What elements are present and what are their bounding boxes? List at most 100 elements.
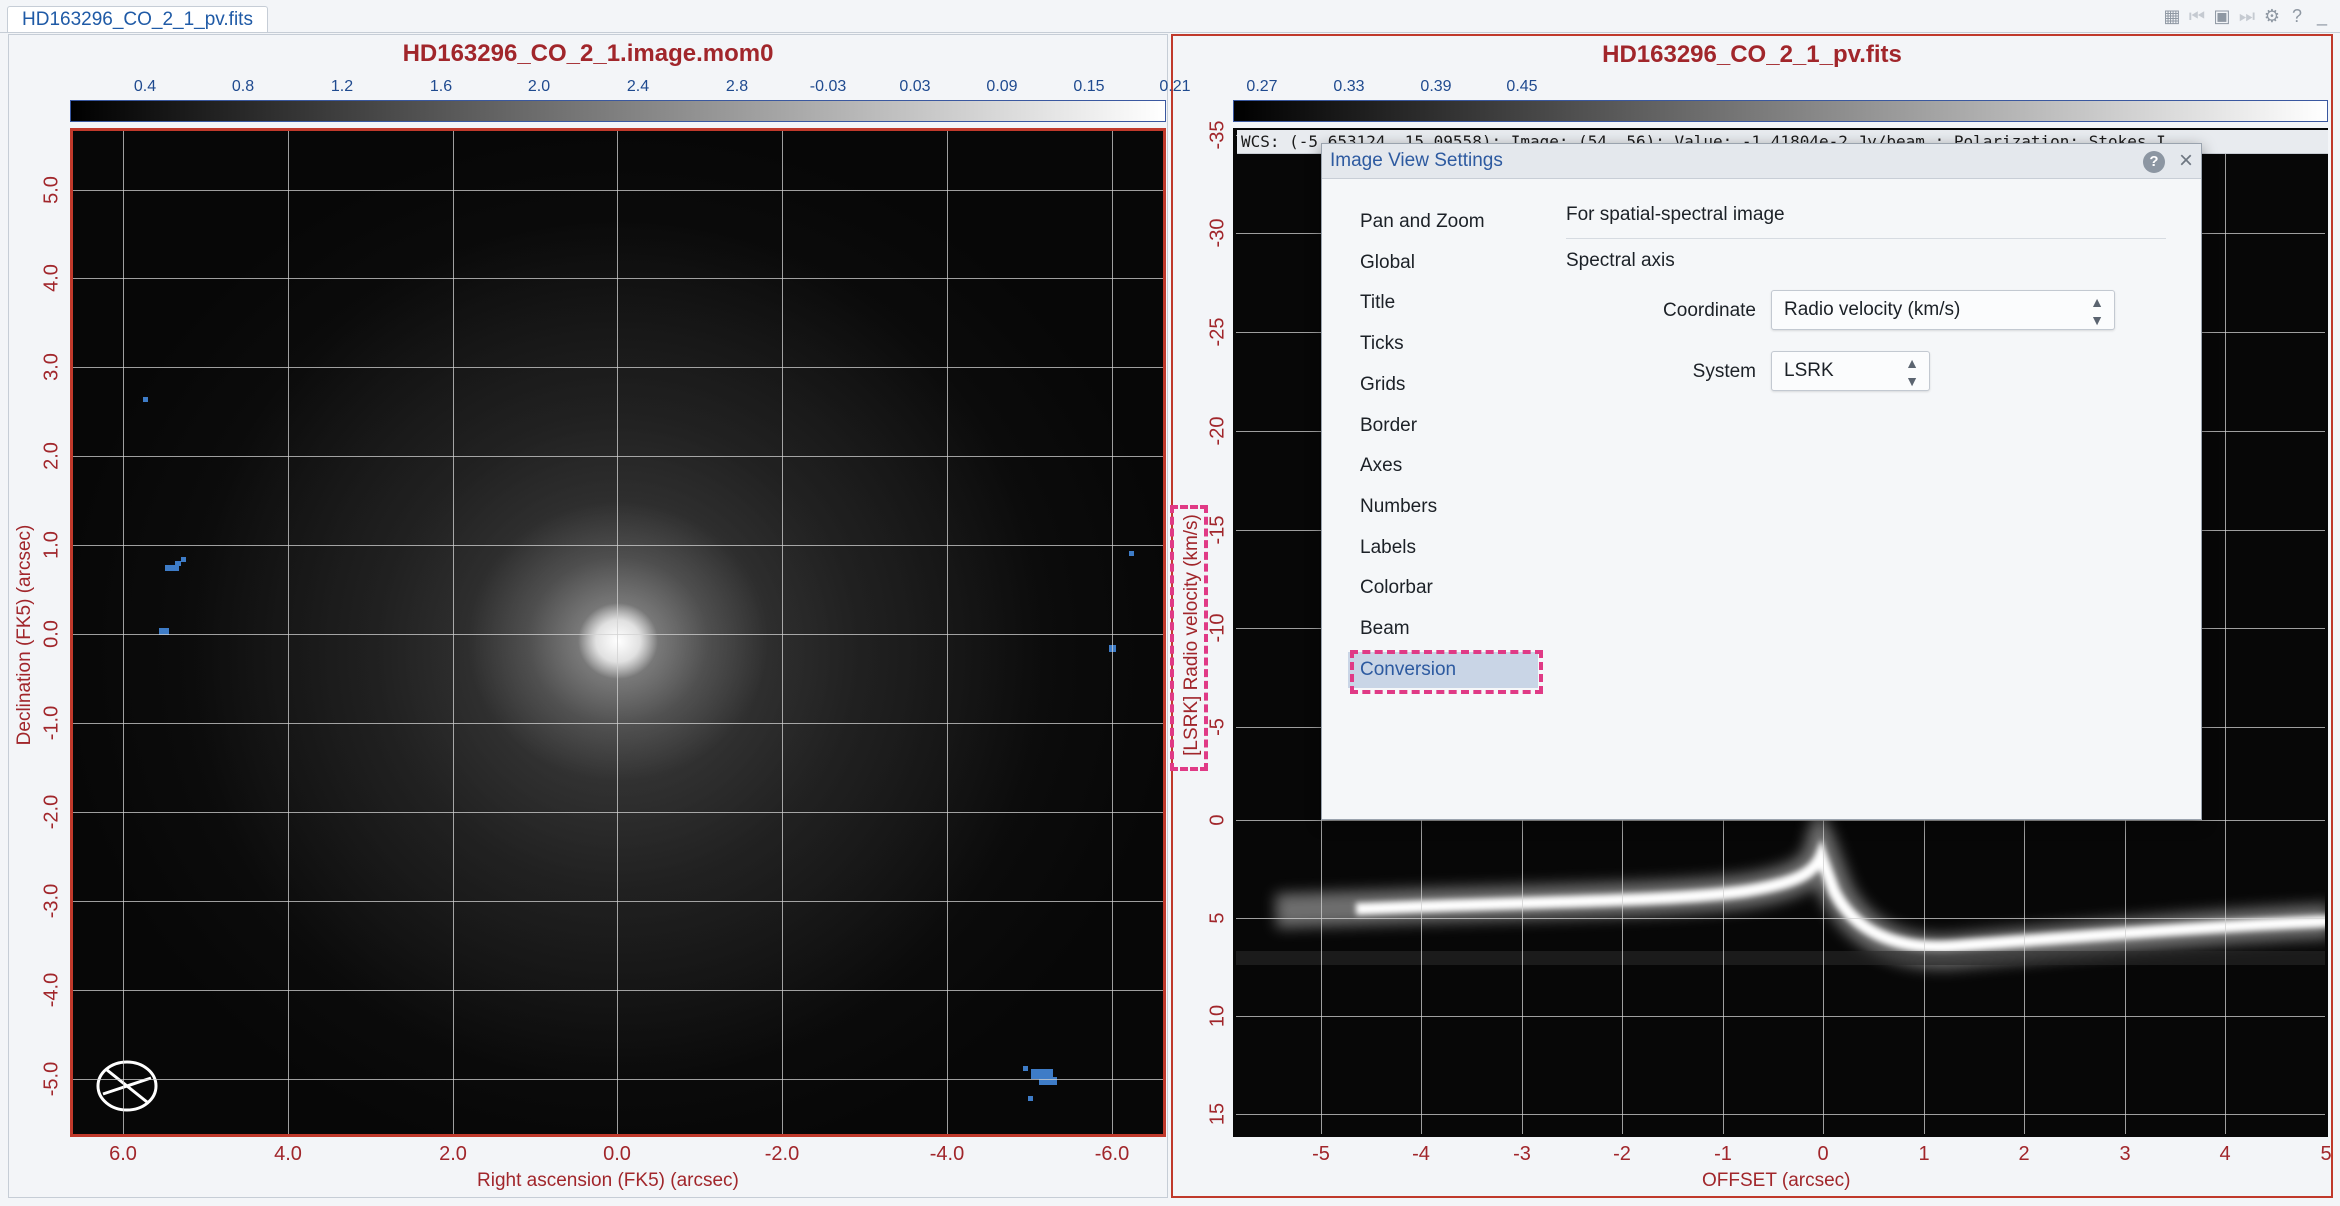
grid-line bbox=[73, 634, 1163, 635]
grid-line bbox=[453, 131, 454, 1134]
mask-pixel bbox=[181, 557, 186, 562]
grid-line bbox=[73, 990, 1163, 991]
grid-line bbox=[73, 901, 1163, 902]
mask-pixel bbox=[175, 561, 181, 566]
help-icon[interactable]: ? bbox=[2291, 6, 2302, 26]
x-tick-label: -4.0 bbox=[929, 1143, 965, 1165]
x-tick-label: 6.0 bbox=[109, 1143, 137, 1165]
mask-pixel bbox=[1023, 1066, 1028, 1071]
dialog-title: Image View Settings bbox=[1330, 150, 1503, 171]
mask-pixel bbox=[159, 628, 169, 635]
first-frame-icon[interactable]: ⏮ bbox=[2188, 6, 2206, 26]
colorbar-tick-labels: -0.03 0.03 0.09 0.15 0.21 0.27 0.33 0.39 0.45 bbox=[810, 78, 2328, 98]
grid-line bbox=[73, 812, 1163, 813]
coordinate-label: Coordinate bbox=[1663, 300, 1756, 321]
close-icon[interactable]: × bbox=[2178, 147, 2193, 174]
colorbar-tick-label: 0.09 bbox=[986, 78, 1018, 95]
disk-emission bbox=[73, 131, 1163, 1134]
coordinate-select[interactable]: Radio velocity (km/s) ▲ ▼ bbox=[1771, 290, 2115, 330]
nav-item-axes[interactable]: Axes bbox=[1360, 455, 1403, 477]
beam-ellipse-icon bbox=[96, 1060, 158, 1112]
highlight-ylabel bbox=[1170, 505, 1208, 771]
pv-emission bbox=[1236, 793, 2325, 969]
y-tick-label: 1.0 bbox=[40, 531, 63, 559]
colorbar-tick-label: 1.2 bbox=[330, 78, 354, 95]
x-tick-label: 3 bbox=[2119, 1143, 2131, 1165]
x-axis-label: OFFSET (arcsec) bbox=[1702, 1170, 1851, 1191]
grid-line bbox=[782, 131, 783, 1134]
panel-title: HD163296_CO_2_1_pv.fits bbox=[1602, 41, 1902, 68]
mask-pixel bbox=[1031, 1069, 1053, 1079]
system-select[interactable]: LSRK ▲ ▼ bbox=[1771, 351, 1930, 391]
x-tick-label: 4 bbox=[2219, 1143, 2231, 1165]
grid-line bbox=[73, 367, 1163, 368]
tile-view-icon[interactable]: ▣ bbox=[2213, 6, 2231, 26]
mask-pixel bbox=[165, 565, 179, 571]
grid-line bbox=[73, 545, 1163, 546]
nav-item-numbers[interactable]: Numbers bbox=[1360, 495, 1438, 517]
nav-item-global[interactable]: Global bbox=[1360, 251, 1415, 273]
colorbar[interactable] bbox=[70, 100, 1166, 122]
mask-pixel bbox=[1028, 1096, 1033, 1101]
colorbar-tick-label: 0.45 bbox=[1506, 78, 1538, 95]
colorbar-tick-label: 0.33 bbox=[1333, 78, 1365, 95]
x-tick-label: 2 bbox=[2018, 1143, 2030, 1165]
dialog-header[interactable]: Image View Settings ? × bbox=[1322, 144, 2201, 179]
grid-line bbox=[617, 131, 618, 1134]
nav-item-beam[interactable]: Beam bbox=[1360, 618, 1410, 639]
y-tick-label: 5 bbox=[1206, 912, 1229, 924]
grid-line bbox=[1236, 820, 2325, 821]
y-tick-label: -15 bbox=[1206, 515, 1229, 545]
nav-item-ticks[interactable]: Ticks bbox=[1360, 333, 1404, 355]
tab-image[interactable]: HD163296_CO_2_1_pv.fits bbox=[7, 6, 268, 33]
y-tick-label: 2.0 bbox=[40, 442, 63, 470]
y-tick-label: 4.0 bbox=[40, 264, 63, 292]
colorbar-tick-labels: 0.4 0.8 1.2 1.6 2.0 2.4 2.8 bbox=[70, 78, 1166, 98]
mask-pixel bbox=[1039, 1077, 1057, 1085]
x-tick-label: 0 bbox=[1817, 1143, 1829, 1165]
colorbar[interactable] bbox=[1233, 100, 2328, 122]
nav-item-colorbar[interactable]: Colorbar bbox=[1360, 577, 1433, 599]
gear-icon[interactable]: ⚙ bbox=[2263, 6, 2281, 26]
x-tick-label: -5 bbox=[1312, 1143, 1330, 1165]
colorbar-tick-label: 0.21 bbox=[1159, 78, 1191, 95]
mask-pixel bbox=[143, 397, 148, 402]
y-tick-label: 3.0 bbox=[40, 353, 63, 381]
grid-line bbox=[1236, 1016, 2325, 1017]
moment0-image[interactable] bbox=[70, 128, 1166, 1137]
colorbar-tick-label: 0.15 bbox=[1073, 78, 1105, 95]
left-image-panel: HD163296_CO_2_1.image.mom0 bbox=[8, 34, 1168, 1198]
nav-item-title[interactable]: Title bbox=[1360, 292, 1396, 314]
nav-item-border[interactable]: Border bbox=[1360, 414, 1418, 436]
x-tick-label: -2 bbox=[1613, 1143, 1631, 1165]
y-tick-label: -5 bbox=[1206, 718, 1229, 736]
grid-line bbox=[947, 131, 948, 1134]
colorbar-tick-label: 0.27 bbox=[1246, 78, 1278, 95]
y-tick-label: -35 bbox=[1206, 120, 1229, 150]
grid-line bbox=[1112, 131, 1113, 1134]
subsection-title: Spectral axis bbox=[1566, 250, 1675, 271]
help-icon[interactable]: ? bbox=[2143, 151, 2165, 173]
y-tick-label: -10 bbox=[1206, 613, 1229, 643]
system-label: System bbox=[1692, 361, 1756, 382]
mask-pixel bbox=[1129, 551, 1134, 556]
colorbar-tick-label: 2.0 bbox=[527, 78, 551, 95]
nav-item-labels[interactable]: Labels bbox=[1360, 536, 1416, 558]
minimize-icon[interactable]: _ bbox=[2316, 6, 2327, 26]
colorbar-tick-label: 0.03 bbox=[899, 78, 931, 95]
nav-item-pan-and-zoom[interactable]: Pan and Zoom bbox=[1360, 211, 1485, 232]
next-frame-icon[interactable]: ⏭ bbox=[2238, 6, 2256, 26]
nav-item-conversion[interactable]: Conversion bbox=[1348, 651, 1538, 688]
y-tick-label: -2.0 bbox=[40, 794, 63, 830]
colorbar-tick-label: 0.4 bbox=[133, 78, 157, 95]
grid-layout-icon[interactable]: ▦ bbox=[2163, 6, 2181, 26]
section-divider bbox=[1566, 238, 2166, 239]
nav-item-grids[interactable]: Grids bbox=[1360, 373, 1406, 395]
x-tick-label: 0.0 bbox=[603, 1143, 631, 1165]
x-tick-label: 2.0 bbox=[439, 1143, 467, 1165]
coordinate-value: Radio velocity (km/s) bbox=[1784, 299, 1961, 320]
y-tick-label: 10 bbox=[1206, 1004, 1229, 1028]
x-axis-label: Right ascension (FK5) (arcsec) bbox=[477, 1170, 739, 1191]
colorbar-tick-label: 0.8 bbox=[231, 78, 255, 95]
